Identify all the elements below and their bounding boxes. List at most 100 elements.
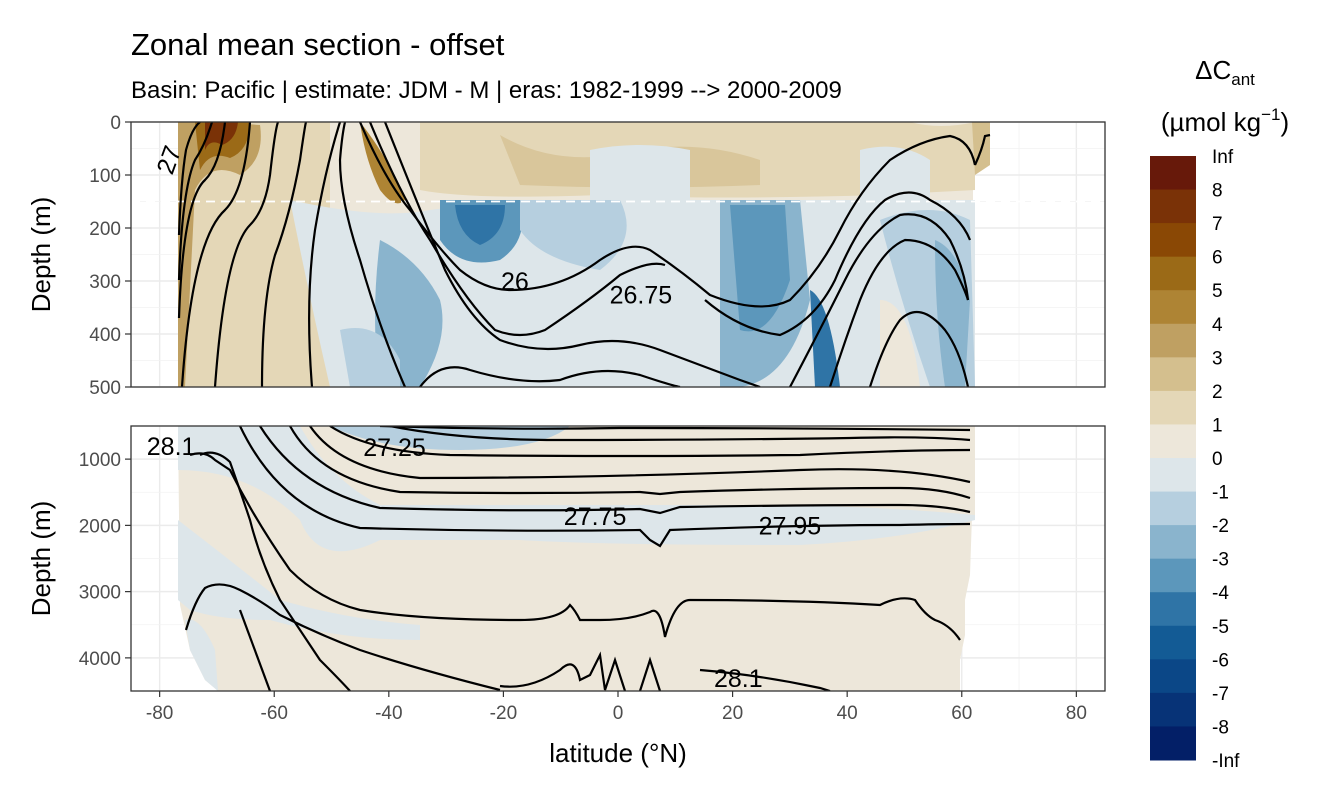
y-tick-label: 200 [89,219,121,240]
chart-title: Zonal mean section - offset [131,27,505,62]
legend-unit-prefix: (µmol kg [1161,107,1261,137]
legend-swatch [1150,156,1196,191]
legend-unit-suffix: ) [1280,107,1289,137]
legend-label: 4 [1212,315,1223,336]
fill-region [730,205,790,332]
isopycnal-contour [308,122,342,387]
x-tick-label: -60 [261,703,288,724]
legend-label: Inf [1212,147,1234,168]
legend-label: -3 [1212,550,1229,571]
legend-swatch [1150,290,1196,325]
y-tick-label: 100 [89,166,121,187]
isopycnal-contour [499,651,627,691]
legend-label: 5 [1212,281,1223,302]
legend-unit: (µmol kg−1) [1161,105,1289,137]
legend-label: 6 [1212,248,1223,269]
fill-region [185,619,218,691]
legend-label: -7 [1212,684,1229,705]
legend-title-subscript: ant [1231,70,1255,89]
x-axis-title: latitude (°N) [549,738,687,768]
legend-title: ΔCant [1195,55,1255,89]
legend-swatch [1150,323,1196,358]
contour-label: 27.25 [363,434,426,462]
isopycnal-contour [868,310,970,387]
legend-swatch [1150,390,1196,425]
fill-region [520,200,627,270]
fill-region [360,122,405,204]
y-tick-label: 4000 [79,649,121,670]
fill-region [860,146,930,200]
isopycnal-contour [177,122,227,319]
legend-swatch [1150,223,1196,258]
lower-panel-fill [178,426,975,691]
y-tick-label: 1000 [79,450,121,471]
lower-panel-axes: 1000 2000 3000 4000 [79,450,131,670]
contour-label: 27.95 [759,512,822,540]
legend-swatch [1150,424,1196,459]
y-tick-label: 2000 [79,516,121,537]
legend-label: 8 [1212,181,1223,202]
lower-panel-contour-labels: 28.1 27.25 27.75 27.95 28.1 [147,433,821,693]
legend-label: -6 [1212,650,1229,671]
legend-label: -4 [1212,583,1229,604]
isopycnal-contour [338,122,407,387]
legend-swatch [1150,726,1196,761]
isopycnal-contour [383,122,761,387]
x-tick-label: 60 [951,703,972,724]
legend-swatch [1150,357,1196,392]
legend-label: -2 [1212,516,1229,537]
legend-label: 7 [1212,214,1223,235]
x-tick-label: -20 [490,703,517,724]
isopycnal-contour [177,122,214,281]
legend-swatch [1150,525,1196,560]
isopycnal-contour [704,191,972,337]
isopycnal-contour [389,426,971,442]
legend-swatch [1150,491,1196,526]
fill-region [178,122,330,387]
legend-label: 0 [1212,449,1223,470]
x-tick-label: -80 [146,703,173,724]
x-tick-label: 20 [722,703,743,724]
fill-region [880,300,920,387]
y-axis-title-upper: Depth (m) [26,197,56,313]
isopycnal-contour [368,122,666,337]
x-tick-label: 0 [613,703,624,724]
legend-label: -5 [1212,617,1229,638]
isopycnal-contour [699,668,831,691]
contour-label: 26.75 [610,281,673,309]
isopycnal-contour [199,451,351,691]
legend-swatch [1150,592,1196,627]
chart-subtitle: Basin: Pacific | estimate: JDM - M | era… [131,77,842,104]
isopycnal-contour [974,133,991,166]
legend-swatches [1150,156,1196,761]
isopycnal-contour [638,656,662,691]
x-tick-label: -40 [375,703,402,724]
legend-swatch [1150,458,1196,493]
legend: ΔCant (µmol kg−1) Inf 8 7 6 5 4 3 2 1 0 -1 -2 -3 -4 -5… [1150,55,1289,772]
isopycnal-contour [177,122,201,236]
isopycnal-contour [260,122,308,387]
fill-region [455,205,505,245]
isopycnal-contour [259,426,971,515]
legend-label: 1 [1212,415,1223,436]
legend-unit-superscript: −1 [1261,105,1280,124]
isopycnal-contour [239,426,971,548]
isopycnal-contour [358,122,977,308]
legend-labels: Inf 8 7 6 5 4 3 2 1 0 -1 -2 -3 -4 -5 -6 -7 -8 -Inf [1212,147,1240,772]
y-tick-label: 500 [89,378,121,399]
fill-region [205,122,238,150]
y-tick-label: 300 [89,272,121,293]
isopycnal-contour [828,238,970,387]
fill-region [810,290,840,387]
legend-swatch [1150,189,1196,224]
isopycnal-contour [180,122,252,387]
fill-region [178,520,420,640]
legend-swatch [1150,659,1196,694]
legend-label: -8 [1212,717,1229,738]
isopycnal-contour [189,452,961,641]
legend-title-symbol: ΔC [1195,55,1231,85]
upper-panel-contours [177,122,991,387]
y-axis-title-lower: Depth (m) [26,501,56,617]
isopycnal-contour [289,426,971,500]
